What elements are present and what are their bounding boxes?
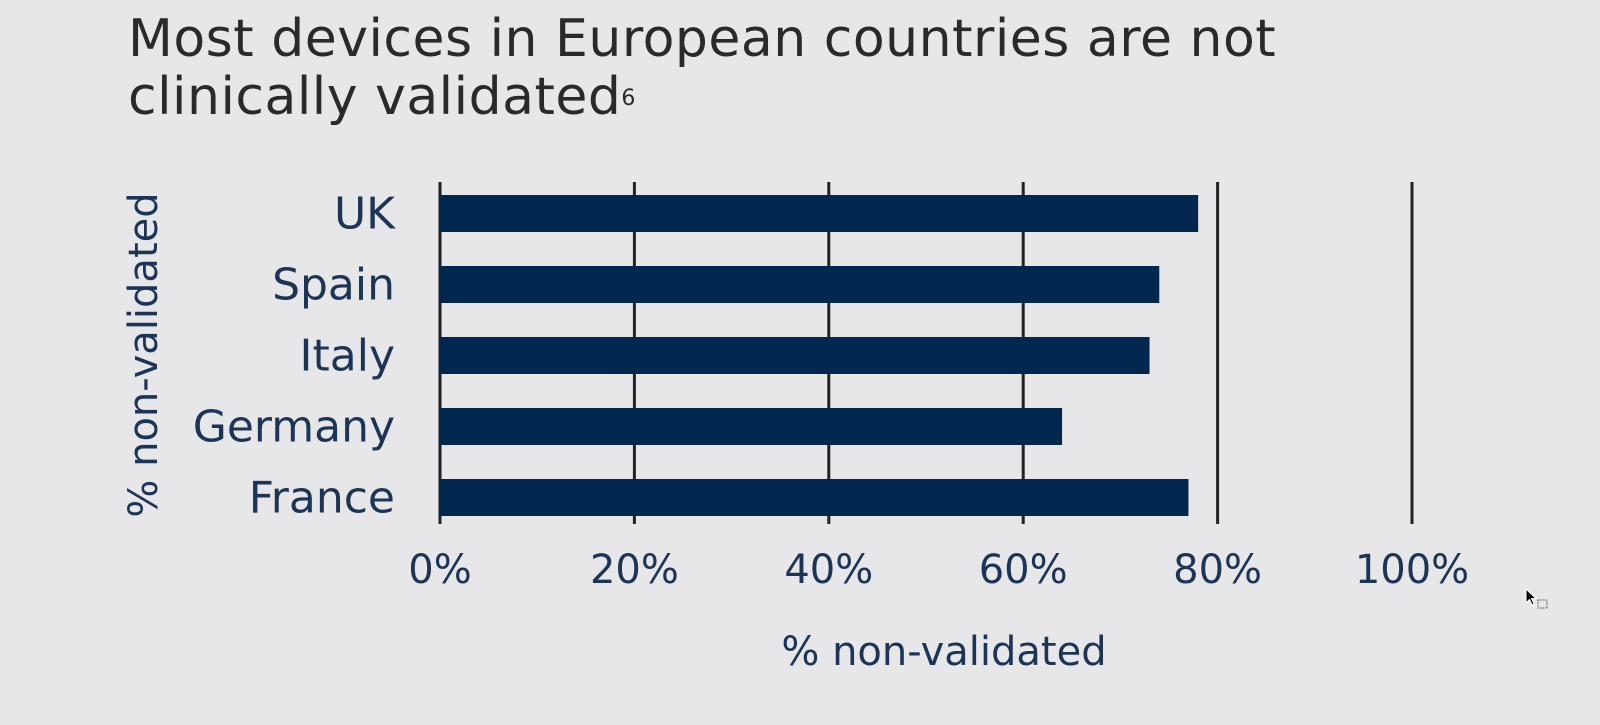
bar-spain — [440, 266, 1160, 303]
x-axis-title: % non-validated — [781, 629, 1106, 675]
x-tick-label-100: 100% — [1355, 547, 1469, 593]
x-tick-label-40: 40% — [784, 547, 873, 593]
y-axis-title: % non-validated — [121, 192, 167, 517]
chart-title: Most devices in European countries are n… — [128, 10, 1276, 126]
category-label-france: France — [249, 473, 395, 524]
category-label-uk: UK — [334, 189, 396, 240]
bar-germany — [440, 408, 1063, 445]
bars — [440, 195, 1199, 516]
title-line-1: Most devices in European countries are n… — [128, 9, 1277, 69]
x-tick-label-20: 20% — [590, 547, 679, 593]
x-tick-label-60: 60% — [979, 547, 1068, 593]
x-tick-labels: 0% 20% 40% 60% 80% 100% — [408, 547, 1469, 593]
x-tick-label-80: 80% — [1173, 547, 1262, 593]
title-line-2: clinically validated — [128, 67, 622, 127]
title-footnote-marker: 6 — [621, 86, 636, 111]
bar-italy — [440, 337, 1150, 374]
mouse-cursor-icon — [1525, 588, 1548, 609]
category-label-spain: Spain — [272, 260, 395, 311]
bar-france — [440, 479, 1189, 516]
category-label-italy: Italy — [300, 331, 395, 382]
x-tick-label-0: 0% — [408, 547, 471, 593]
category-labels: UK Spain Italy Germany France — [193, 189, 396, 524]
category-label-germany: Germany — [193, 402, 395, 453]
bar-uk — [440, 195, 1199, 232]
